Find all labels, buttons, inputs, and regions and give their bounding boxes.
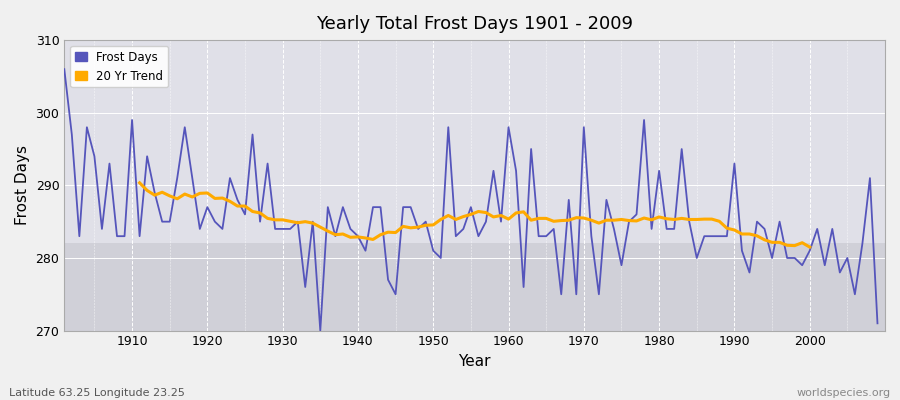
Text: Latitude 63.25 Longitude 23.25: Latitude 63.25 Longitude 23.25 [9, 388, 184, 398]
X-axis label: Year: Year [458, 354, 491, 369]
Bar [64, 40, 885, 244]
Text: worldspecies.org: worldspecies.org [796, 388, 891, 398]
Y-axis label: Frost Days: Frost Days [15, 145, 30, 225]
Title: Yearly Total Frost Days 1901 - 2009: Yearly Total Frost Days 1901 - 2009 [316, 15, 633, 33]
Legend: Frost Days, 20 Yr Trend: Frost Days, 20 Yr Trend [70, 46, 168, 87]
Bar [64, 244, 885, 330]
